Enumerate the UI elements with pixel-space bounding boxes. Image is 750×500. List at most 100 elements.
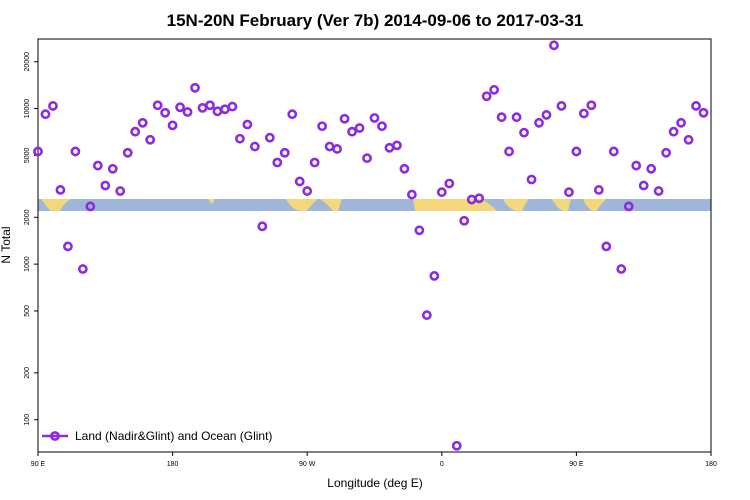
- data-point: [92, 160, 103, 171]
- data-point: [324, 141, 335, 152]
- data-point: [287, 109, 298, 120]
- data-point: [541, 110, 552, 120]
- data-point: [152, 100, 163, 111]
- y-tick-label: 1000: [24, 256, 31, 272]
- data-point: [63, 241, 73, 252]
- y-axis-label: N Total: [0, 226, 13, 263]
- data-point: [115, 186, 126, 196]
- data-point: [354, 123, 365, 133]
- data-point: [429, 271, 440, 281]
- legend-label: Land (Nadir&Glint) and Ocean (Glint): [75, 429, 272, 443]
- data-point: [160, 107, 171, 118]
- data-point: [145, 134, 156, 145]
- data-point: [167, 120, 178, 131]
- data-point: [586, 100, 597, 111]
- data-point: [70, 146, 81, 157]
- data-point: [77, 264, 88, 274]
- data-point: [190, 82, 200, 93]
- data-point: [511, 112, 522, 123]
- data-point: [683, 134, 694, 145]
- y-tick-label: 100: [24, 414, 31, 426]
- x-tick-label: 90 E: [31, 461, 46, 468]
- data-point: [691, 101, 701, 111]
- data-point: [593, 185, 604, 195]
- x-tick-label: 90 E: [569, 461, 584, 468]
- data-point: [399, 163, 410, 174]
- data-point: [534, 117, 544, 128]
- data-point: [100, 180, 111, 191]
- data-point: [496, 112, 507, 123]
- x-axis-label: Longitude (deg E): [327, 476, 422, 490]
- x-tick-label: 180: [705, 461, 717, 468]
- y-tick-label: 20000: [24, 52, 31, 72]
- data-point: [332, 144, 343, 154]
- data-point: [392, 140, 402, 151]
- data-point: [444, 178, 455, 189]
- data-point: [48, 101, 58, 111]
- data-point: [676, 117, 686, 128]
- data-point: [347, 126, 357, 137]
- data-point: [406, 189, 417, 200]
- data-point: [698, 107, 709, 118]
- data-point: [631, 160, 642, 171]
- data-point: [302, 186, 313, 196]
- legend-marker: [50, 431, 60, 441]
- data-point: [294, 176, 305, 187]
- data-point: [339, 113, 350, 124]
- data-point: [451, 440, 462, 451]
- data-point: [556, 101, 567, 111]
- data-point: [504, 146, 514, 157]
- data-point: [257, 221, 268, 232]
- map-strip-ocean: [38, 199, 711, 211]
- data-point: [107, 163, 118, 174]
- plot-frame: [37, 38, 712, 453]
- data-point: [578, 108, 589, 119]
- data-point: [182, 107, 193, 117]
- map-strip: [38, 199, 711, 211]
- data-point: [668, 126, 679, 137]
- data-point: [481, 91, 492, 102]
- data-point: [384, 142, 395, 153]
- y-axis: 100 200 500 1000 2000 5000 10000 20000: [24, 52, 38, 426]
- data-series: [33, 40, 709, 451]
- x-tick-label: 0: [440, 461, 444, 468]
- data-point: [638, 180, 649, 191]
- data-point: [474, 193, 485, 204]
- data-point: [616, 264, 627, 274]
- data-point: [653, 186, 664, 196]
- data-point: [55, 185, 66, 195]
- data-point: [436, 187, 447, 198]
- data-point: [220, 104, 230, 115]
- data-point: [362, 153, 372, 164]
- data-point: [526, 174, 537, 185]
- data-point: [122, 147, 133, 158]
- data-point: [623, 201, 634, 212]
- data-point: [564, 187, 574, 198]
- data-point: [175, 102, 185, 113]
- data-point: [197, 102, 208, 113]
- data-point: [571, 146, 582, 157]
- legend: Land (Nadir&Glint) and Ocean (Glint): [42, 429, 272, 443]
- data-point: [85, 201, 96, 212]
- data-point: [40, 109, 51, 120]
- x-axis: 90 E 180 90 W 0 90 E 180: [31, 452, 717, 468]
- data-point: [519, 127, 529, 138]
- data-point: [608, 146, 619, 157]
- data-point: [205, 100, 215, 111]
- x-tick-label: 180: [167, 461, 179, 468]
- data-point: [234, 133, 245, 144]
- data-point: [414, 225, 425, 236]
- map-strip-land: [41, 199, 606, 211]
- y-tick-label: 200: [24, 367, 31, 379]
- y-tick-label: 2000: [24, 209, 31, 225]
- data-point: [661, 147, 672, 158]
- data-point: [601, 241, 612, 252]
- data-point: [377, 121, 387, 132]
- data-point: [137, 117, 148, 128]
- x-tick-label: 90 W: [299, 461, 316, 468]
- y-tick-label: 5000: [24, 148, 31, 164]
- data-point: [130, 126, 141, 137]
- data-point: [317, 121, 328, 132]
- data-point: [459, 215, 470, 226]
- data-point: [227, 101, 238, 112]
